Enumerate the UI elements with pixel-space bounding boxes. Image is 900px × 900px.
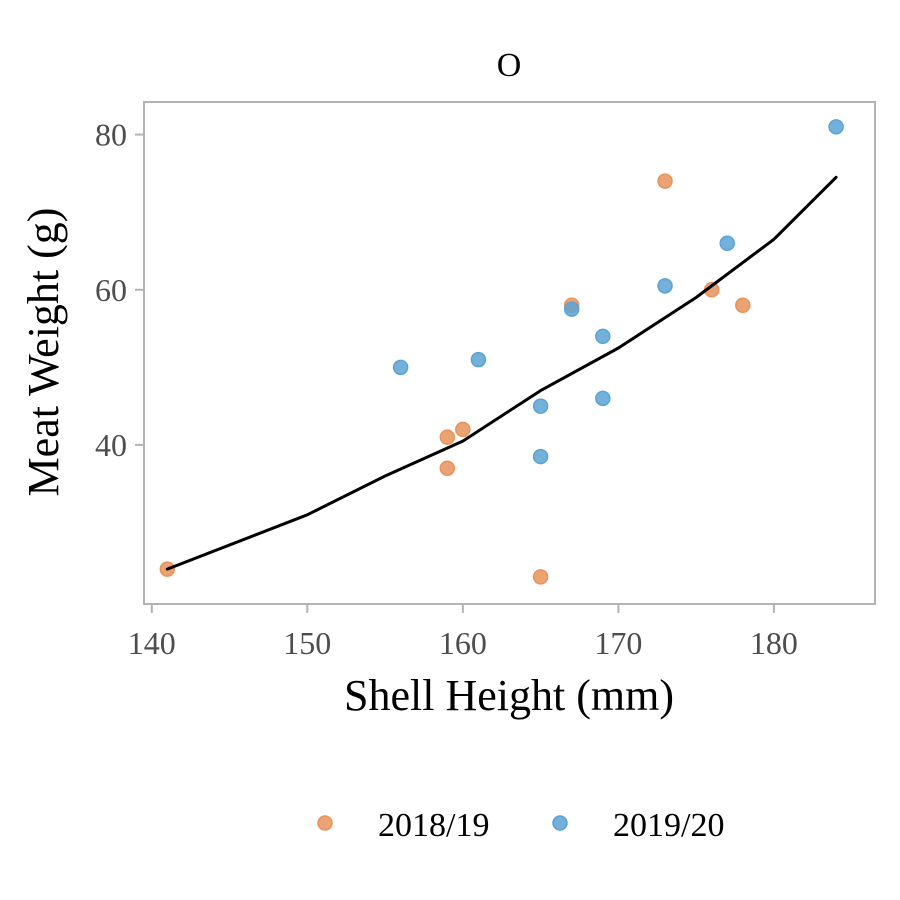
data-point [657, 278, 673, 294]
data-point [439, 460, 456, 476]
y-tick-label: 80 [95, 117, 127, 153]
x-tick-label: 140 [128, 625, 176, 661]
x-tick-label: 170 [594, 625, 642, 661]
data-point [392, 359, 409, 376]
data-point [563, 301, 580, 317]
x-axis: 140 150 160 170 180 [128, 604, 798, 661]
data-point [595, 328, 611, 345]
data-point [532, 569, 549, 585]
data-point [828, 119, 844, 135]
fit-curve [165, 175, 838, 571]
data-point [532, 448, 549, 465]
data-point [470, 351, 487, 368]
legend: 2018/19 2019/20 [317, 807, 724, 844]
x-tick-label: 160 [439, 625, 487, 661]
x-axis-title: Shell Height (mm) [344, 671, 674, 720]
x-tick-label: 150 [283, 625, 331, 661]
y-axis-title: Meat Weight (g) [19, 208, 68, 497]
data-point [455, 421, 471, 438]
legend-label: 2018/19 [378, 807, 489, 844]
data-points [159, 119, 844, 585]
plot-frame [143, 101, 876, 605]
x-tick-label: 180 [750, 625, 798, 661]
y-tick-label: 60 [95, 272, 127, 308]
data-point [532, 398, 549, 414]
y-axis: 40 60 80 [95, 117, 144, 463]
data-point [657, 173, 673, 189]
data-point [439, 429, 456, 445]
trend-line-layer [165, 175, 838, 571]
data-point [735, 297, 751, 314]
legend-label: 2019/20 [613, 807, 724, 844]
y-tick-label: 40 [95, 427, 127, 463]
data-point [719, 235, 735, 251]
legend-marker [552, 815, 568, 831]
legend-marker [317, 815, 333, 831]
panel-title: O [497, 47, 522, 84]
data-point [595, 390, 611, 407]
